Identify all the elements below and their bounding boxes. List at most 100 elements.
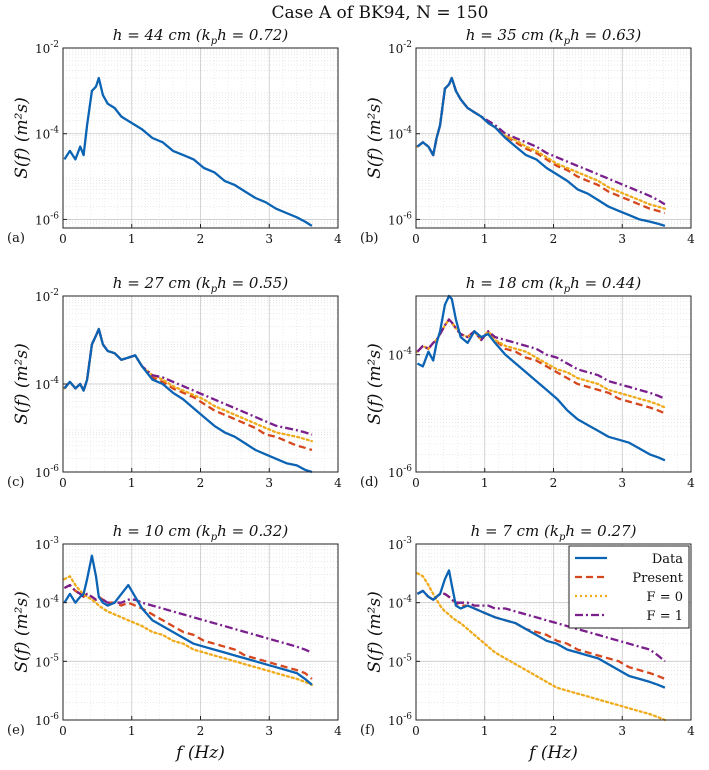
panel-title: h = 18 cm (kph = 0.44) xyxy=(466,274,642,295)
x-tick-label: 3 xyxy=(265,476,273,490)
x-tick-label: 1 xyxy=(481,232,489,246)
y-tick-label: 10-4 xyxy=(388,347,412,363)
series-line-data xyxy=(63,327,313,474)
y-tick-label: 10-6 xyxy=(35,211,59,227)
y-tick-label: 10-4 xyxy=(388,595,412,611)
panel-label: (c) xyxy=(7,475,24,490)
x-axis-label: f (Hz) xyxy=(174,743,225,763)
chart-panel-c: 0 1 2 3 4 10-6 10-4 10-2 h = 27 cm (kph = 0.55) S… xyxy=(7,274,342,490)
series-line-f-1 xyxy=(63,327,313,436)
y-tick-label: 10-2 xyxy=(35,40,59,56)
x-tick-label: 2 xyxy=(550,724,558,738)
series-line-f-0 xyxy=(416,76,667,210)
y-tick-label: 10-6 xyxy=(388,211,412,227)
series-line-present xyxy=(63,583,313,680)
y-tick-label: 10-5 xyxy=(388,653,412,669)
x-axis-label: f (Hz) xyxy=(527,743,578,763)
y-tick-label: 10-6 xyxy=(35,464,59,480)
series-line-f-1 xyxy=(416,76,666,206)
panel-label: (f) xyxy=(360,723,375,738)
y-tick-label: 10-4 xyxy=(388,126,412,142)
x-tick-label: 2 xyxy=(197,476,205,490)
panels: 0 1 2 3 4 10-6 10-4 10-2 h = 44 cm (kph = 0.72) S… xyxy=(7,26,695,763)
panel-label: (d) xyxy=(360,475,378,490)
legend-box xyxy=(568,545,690,629)
series-line-present xyxy=(416,76,666,215)
x-tick-label: 0 xyxy=(412,724,420,738)
x-tick-label: 4 xyxy=(687,232,695,246)
panel-label: (a) xyxy=(7,231,25,246)
y-tick-label: 10-4 xyxy=(35,126,59,142)
x-tick-label: 0 xyxy=(412,476,420,490)
series-line-data xyxy=(416,294,666,462)
x-tick-label: 0 xyxy=(59,232,67,246)
y-tick-label: 10-5 xyxy=(35,653,59,669)
x-tick-label: 4 xyxy=(334,724,342,738)
y-tick-label: 10-2 xyxy=(35,288,59,304)
series-line-f-1 xyxy=(416,318,666,400)
y-tick-label: 10-3 xyxy=(388,536,412,552)
series-line-present xyxy=(63,327,313,452)
y-axis-label: S(f) (m²s) xyxy=(12,591,32,673)
x-tick-label: 0 xyxy=(59,724,67,738)
legend: Data Present F = 0 F = 1 xyxy=(568,545,690,629)
series-line-data xyxy=(63,76,313,227)
y-axis-label: S(f) (m²s) xyxy=(12,97,32,179)
x-tick-label: 1 xyxy=(481,724,489,738)
y-tick-label: 10-3 xyxy=(35,536,59,552)
x-tick-label: 1 xyxy=(128,476,136,490)
y-axis-label: S(f) (m²s) xyxy=(365,343,385,425)
y-tick-label: 10-2 xyxy=(388,40,412,56)
y-tick-label: 10-6 xyxy=(388,464,412,480)
panel-label: (e) xyxy=(7,723,25,738)
series-line-f-0 xyxy=(63,575,314,686)
x-tick-label: 2 xyxy=(550,476,558,490)
x-tick-label: 3 xyxy=(265,724,273,738)
y-tick-label: 10-6 xyxy=(388,712,412,728)
legend-label: F = 0 xyxy=(647,590,683,605)
y-tick-label: 10-4 xyxy=(35,595,59,611)
chart-panel-f: 0 1 2 3 4 10-6 10-5 10-4 10-3 h = 7 cm (kph = 0.2… xyxy=(360,522,695,763)
y-tick-label: 10-6 xyxy=(35,712,59,728)
series-line-present xyxy=(416,318,666,415)
panel-label: (b) xyxy=(360,231,378,246)
x-tick-label: 0 xyxy=(412,232,420,246)
series-line-data xyxy=(63,554,313,686)
legend-label: Data xyxy=(652,552,683,567)
x-tick-label: 2 xyxy=(197,232,205,246)
x-tick-label: 3 xyxy=(618,232,626,246)
x-tick-label: 1 xyxy=(128,724,136,738)
chart-panel-a: 0 1 2 3 4 10-6 10-4 10-2 h = 44 cm (kph = 0.72) S… xyxy=(7,26,342,246)
series-line-data xyxy=(416,569,666,689)
series-line-f-1 xyxy=(416,589,666,663)
x-tick-label: 3 xyxy=(618,724,626,738)
y-axis-label: S(f) (m²s) xyxy=(365,591,385,673)
panel-title: h = 44 cm (kph = 0.72) xyxy=(113,26,289,47)
y-axis-label: S(f) (m²s) xyxy=(12,343,32,425)
x-tick-label: 4 xyxy=(334,476,342,490)
legend-label: Present xyxy=(632,571,683,586)
x-tick-label: 4 xyxy=(687,724,695,738)
x-tick-label: 2 xyxy=(550,232,558,246)
legend-label: F = 1 xyxy=(647,609,683,624)
panel-title: h = 27 cm (kph = 0.55) xyxy=(113,274,289,295)
chart-panel-b: 0 1 2 3 4 10-6 10-4 10-2 h = 35 cm (kph = 0.63) S… xyxy=(360,26,695,246)
x-tick-label: 3 xyxy=(265,232,273,246)
panel-title: h = 7 cm (kph = 0.27) xyxy=(471,522,637,543)
x-tick-label: 3 xyxy=(618,476,626,490)
figure-suptitle: Case A of BK94, N = 150 xyxy=(272,3,489,23)
chart-panel-d: 0 1 2 3 4 10-6 10-4 h = 18 cm (kph = 0.44) S(f) … xyxy=(360,274,695,490)
chart-panel-e: 0 1 2 3 4 10-6 10-5 10-4 10-3 h = 10 cm (kph = 0.… xyxy=(7,522,342,763)
x-tick-label: 0 xyxy=(59,476,67,490)
y-tick-label: 10-4 xyxy=(35,376,59,392)
y-axis-label: S(f) (m²s) xyxy=(365,97,385,179)
x-tick-label: 4 xyxy=(687,476,695,490)
x-tick-label: 2 xyxy=(197,724,205,738)
x-tick-label: 4 xyxy=(334,232,342,246)
panel-title: h = 35 cm (kph = 0.63) xyxy=(466,26,642,47)
panel-title: h = 10 cm (kph = 0.32) xyxy=(113,522,289,543)
x-tick-label: 1 xyxy=(481,476,489,490)
series-line-f-0 xyxy=(416,572,667,722)
series-line-f-1 xyxy=(63,583,313,654)
